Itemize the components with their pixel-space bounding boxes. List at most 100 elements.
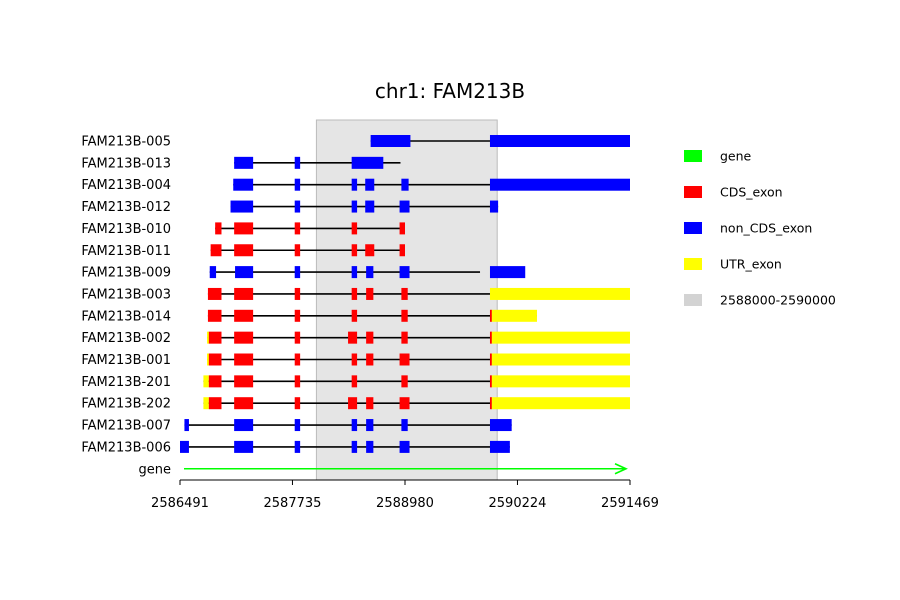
exon-non-cds-exon bbox=[351, 440, 358, 453]
exon-non-cds-exon bbox=[489, 266, 526, 279]
legend-swatch bbox=[684, 186, 702, 198]
exon-cds-exon bbox=[234, 375, 254, 388]
exon-non-cds-exon bbox=[489, 419, 512, 432]
exon-non-cds-exon bbox=[294, 266, 301, 279]
transcript-row: FAM213B-010 bbox=[81, 222, 405, 237]
exon-cds-exon bbox=[366, 397, 374, 410]
transcript-row: FAM213B-202 bbox=[81, 397, 630, 412]
exon-utr-exon bbox=[491, 375, 630, 388]
transcript-row: FAM213B-014 bbox=[81, 309, 537, 324]
exon-cds-exon bbox=[489, 309, 492, 322]
exon-cds-exon bbox=[294, 244, 301, 257]
exon-non-cds-exon bbox=[294, 440, 301, 453]
exon-cds-exon bbox=[234, 222, 254, 235]
gene-arrowhead bbox=[614, 463, 628, 475]
exon-cds-exon bbox=[399, 244, 405, 257]
exon-non-cds-exon bbox=[399, 200, 410, 213]
exon-non-cds-exon bbox=[234, 419, 254, 432]
exon-utr-exon bbox=[207, 353, 210, 366]
exon-non-cds-exon bbox=[399, 266, 410, 279]
exon-cds-exon bbox=[294, 331, 301, 344]
x-axis: 2586491 2587735 2588980 2590224 2591469 bbox=[151, 479, 659, 511]
x-tick-label: 2586491 bbox=[151, 496, 209, 511]
transcript-row: FAM213B-005 bbox=[81, 135, 630, 150]
gene-row: gene bbox=[139, 462, 628, 477]
exon-cds-exon bbox=[294, 287, 301, 300]
x-tick-label: 2587735 bbox=[264, 496, 322, 511]
exon-non-cds-exon bbox=[209, 266, 217, 279]
exon-cds-exon bbox=[294, 309, 301, 322]
exon-cds-exon bbox=[351, 309, 358, 322]
transcript-label: FAM213B-009 bbox=[81, 266, 171, 281]
transcript-row: FAM213B-007 bbox=[81, 419, 512, 434]
exon-cds-exon bbox=[399, 397, 410, 410]
legend-swatch bbox=[684, 222, 702, 234]
exon-cds-exon bbox=[208, 331, 222, 344]
exon-cds-exon bbox=[207, 287, 222, 300]
exon-non-cds-exon bbox=[294, 419, 301, 432]
transcript-row: FAM213B-003 bbox=[81, 287, 630, 302]
transcript-row: FAM213B-201 bbox=[81, 375, 630, 390]
transcript-row: FAM213B-006 bbox=[81, 440, 510, 455]
exon-cds-exon bbox=[399, 222, 405, 235]
legend-item: 2588000-2590000 bbox=[684, 293, 836, 308]
transcript-label: FAM213B-004 bbox=[81, 178, 171, 193]
exon-cds-exon bbox=[348, 331, 358, 344]
transcript-label: FAM213B-010 bbox=[81, 222, 171, 237]
x-tick-label: 2591469 bbox=[601, 496, 659, 511]
transcript-label: FAM213B-001 bbox=[81, 353, 171, 368]
transcript-label: FAM213B-201 bbox=[81, 375, 171, 390]
exon-utr-exon bbox=[491, 331, 630, 344]
exon-utr-exon bbox=[491, 353, 630, 366]
exon-non-cds-exon bbox=[366, 419, 374, 432]
legend-item: gene bbox=[684, 149, 752, 164]
legend: gene CDS_exon non_CDS_exon UTR_exon 2588000-… bbox=[684, 149, 836, 308]
transcript-row: FAM213B-009 bbox=[81, 266, 526, 281]
transcript-label: FAM213B-002 bbox=[81, 331, 171, 346]
transcript-row: FAM213B-011 bbox=[81, 244, 405, 259]
transcript-label: FAM213B-011 bbox=[81, 244, 171, 259]
transcript-row: FAM213B-004 bbox=[81, 178, 630, 193]
exon-cds-exon bbox=[294, 397, 301, 410]
exon-non-cds-exon bbox=[180, 440, 189, 453]
legend-label: 2588000-2590000 bbox=[720, 293, 836, 308]
plot-area: FAM213B-005 FAM213B-013 FAM213B-004 FAM213B… bbox=[81, 119, 659, 511]
legend-item: non_CDS_exon bbox=[684, 221, 812, 236]
transcript-label: FAM213B-005 bbox=[81, 135, 171, 150]
transcript-label: FAM213B-006 bbox=[81, 440, 171, 455]
exon-cds-exon bbox=[234, 287, 254, 300]
exon-cds-exon bbox=[351, 222, 358, 235]
exon-cds-exon bbox=[348, 397, 358, 410]
exon-non-cds-exon bbox=[351, 178, 358, 191]
exon-cds-exon bbox=[401, 287, 408, 300]
exon-non-cds-exon bbox=[489, 200, 499, 213]
exon-cds-exon bbox=[351, 244, 358, 257]
exon-non-cds-exon bbox=[294, 156, 301, 169]
transcript-label: FAM213B-202 bbox=[81, 397, 171, 412]
exon-non-cds-exon bbox=[401, 178, 409, 191]
exon-cds-exon bbox=[208, 353, 222, 366]
exon-cds-exon bbox=[208, 397, 222, 410]
exon-cds-exon bbox=[351, 287, 358, 300]
exon-cds-exon bbox=[365, 244, 375, 257]
transcript-label: FAM213B-013 bbox=[81, 156, 171, 171]
legend-label: UTR_exon bbox=[720, 257, 782, 272]
exon-utr-exon bbox=[203, 375, 209, 388]
exon-cds-exon bbox=[489, 397, 492, 410]
exon-cds-exon bbox=[366, 331, 374, 344]
exon-non-cds-exon bbox=[489, 440, 510, 453]
legend-swatch bbox=[684, 150, 702, 162]
legend-swatch bbox=[684, 258, 702, 270]
legend-item: UTR_exon bbox=[684, 257, 782, 272]
exon-non-cds-exon bbox=[370, 135, 411, 147]
exon-non-cds-exon bbox=[294, 178, 301, 191]
exon-non-cds-exon bbox=[401, 419, 408, 432]
transcript-row: FAM213B-013 bbox=[81, 156, 401, 171]
x-tick-label: 2588980 bbox=[376, 496, 434, 511]
exon-cds-exon bbox=[234, 331, 254, 344]
exon-utr-exon bbox=[203, 397, 209, 410]
exon-cds-exon bbox=[489, 353, 492, 366]
exon-non-cds-exon bbox=[366, 266, 374, 279]
exon-cds-exon bbox=[366, 353, 374, 366]
exon-cds-exon bbox=[215, 222, 222, 235]
